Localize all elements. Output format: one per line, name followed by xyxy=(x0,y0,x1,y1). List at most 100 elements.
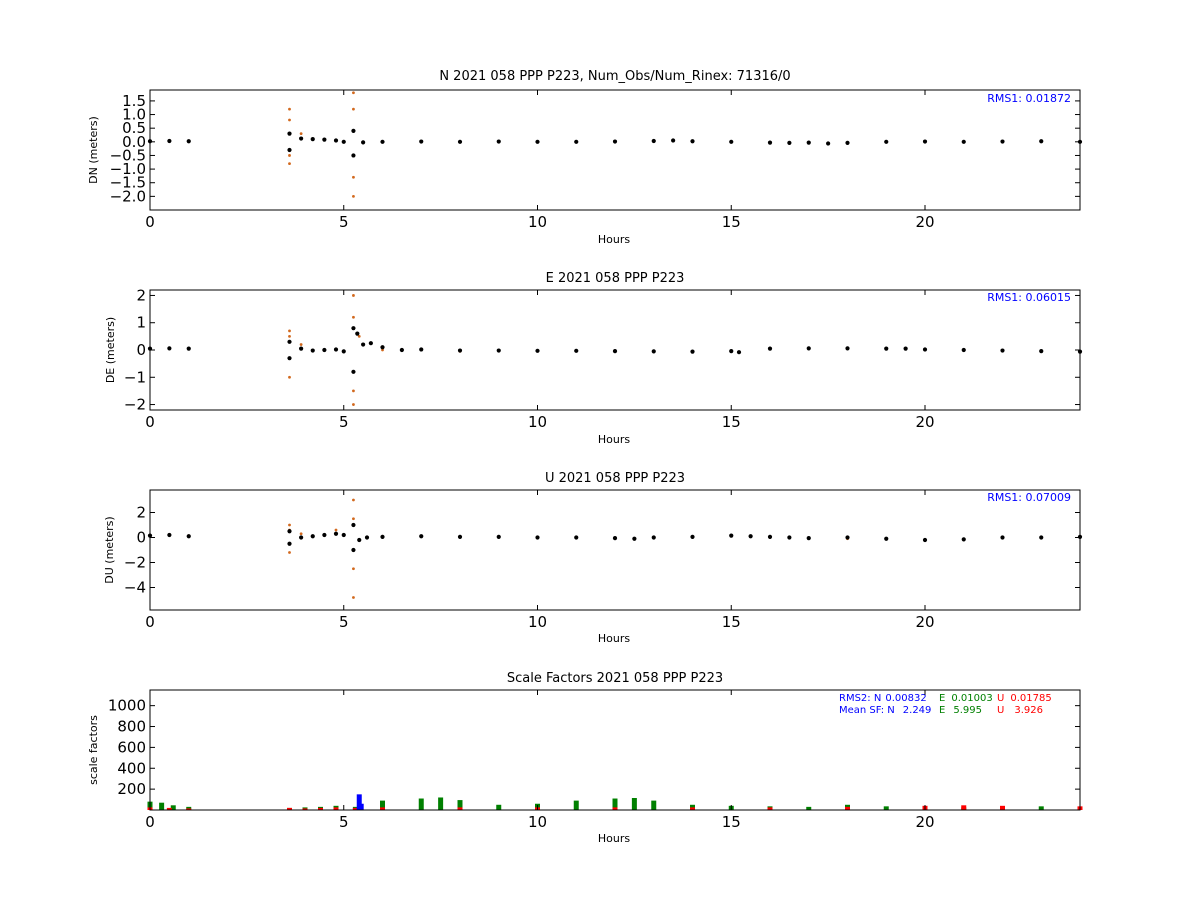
de-point xyxy=(357,334,361,338)
scale-factors-bar xyxy=(1000,805,1005,810)
scale-factors-ytick-label: 800 xyxy=(117,718,146,736)
de-point xyxy=(806,346,811,351)
du-point xyxy=(651,535,656,540)
scale-factors-bar xyxy=(287,807,292,810)
de-point xyxy=(961,347,966,353)
de-axes-frame xyxy=(149,289,1081,411)
sf-rms2-e: E 0.01003 xyxy=(939,693,993,704)
de-point xyxy=(287,356,292,361)
du-point xyxy=(186,534,191,539)
scale-factors-xtick-label: 10 xyxy=(528,813,547,831)
scale-factors-ytick-label: 400 xyxy=(117,759,146,777)
sf-rms2-u: U 0.01785 xyxy=(997,693,1052,704)
dn-ytick-label: −2.0 xyxy=(110,187,146,205)
du-xtick-label: 15 xyxy=(722,613,741,631)
du-point xyxy=(380,534,385,539)
sf-axes-frame xyxy=(149,689,1081,811)
de-point xyxy=(351,326,356,331)
du-point xyxy=(357,537,362,543)
dn-ytick-label: −1.0 xyxy=(110,160,146,178)
dn-point xyxy=(884,139,889,144)
de-rms-annotation: RMS1: 0.06015 xyxy=(987,291,1071,304)
dn-ticks: 0 5 10 15 20 1.51.00.50.0−0.5−1.0−1.5−2.0 xyxy=(110,90,1080,231)
de-ytick-label: −1 xyxy=(124,368,146,386)
du-point xyxy=(334,528,338,532)
dn-point xyxy=(288,107,291,111)
sf-mean-u: U 3.926 xyxy=(997,705,1043,716)
de-point xyxy=(341,349,346,354)
de-point xyxy=(352,294,355,297)
dn-point xyxy=(288,154,291,157)
de-point xyxy=(288,334,291,338)
dn-point xyxy=(288,118,291,122)
scale-factors-bar xyxy=(457,807,463,810)
dn-point xyxy=(961,139,966,144)
de-point xyxy=(288,329,291,333)
panel-de: E 2021 058 PPP P223 Hours DE (meters) RM… xyxy=(104,271,1083,446)
scale-factors-bar xyxy=(612,798,618,810)
dn-ylabel: DN (meters) xyxy=(87,116,100,184)
de-xtick-label: 5 xyxy=(339,413,349,431)
sf-rms2-n: RMS2: N 0.00832 xyxy=(839,693,927,704)
scale-factors-ytick-label: 200 xyxy=(117,780,146,798)
du-point xyxy=(364,535,370,540)
dn-xtick-label: 15 xyxy=(722,213,741,231)
de-point xyxy=(322,347,327,353)
scale-factors-bar xyxy=(631,798,637,810)
du-point xyxy=(299,535,304,540)
dn-point xyxy=(351,153,356,158)
du-point xyxy=(167,532,172,538)
de-point xyxy=(574,348,579,353)
du-ytick-label: 2 xyxy=(136,504,146,522)
du-point xyxy=(351,547,356,553)
sf-mean-e: E 5.995 xyxy=(939,705,982,716)
du-point xyxy=(352,498,355,502)
de-point xyxy=(457,348,463,353)
de-point xyxy=(288,375,291,379)
de-point xyxy=(299,343,303,346)
dn-xtick-label: 5 xyxy=(339,213,349,231)
de-point xyxy=(380,345,385,350)
scale-factors-xtick-label: 15 xyxy=(722,813,741,831)
panel-dn: N 2021 058 PPP P223, Num_Obs/Num_Rinex: … xyxy=(87,69,1083,246)
scale-factors-bar xyxy=(573,800,579,810)
du-point xyxy=(419,534,424,539)
de-point xyxy=(922,347,928,352)
dn-ytick-label: 0.5 xyxy=(122,119,146,137)
du-point xyxy=(333,531,339,536)
du-point xyxy=(748,534,753,539)
de-point xyxy=(1000,348,1005,353)
du-point xyxy=(922,537,928,543)
dn-xtick-label: 20 xyxy=(915,213,934,231)
de-point xyxy=(352,315,355,319)
dn-axes-frame xyxy=(149,89,1081,211)
du-xtick-label: 5 xyxy=(339,613,349,631)
scale-factors-xtick-label: 5 xyxy=(339,813,349,831)
de-point xyxy=(368,341,373,346)
scale-factors-ytick-label: 1000 xyxy=(108,697,146,715)
scale-factors-bar xyxy=(806,806,812,810)
du-ytick-label: −4 xyxy=(124,579,146,597)
dn-point xyxy=(333,138,339,143)
scale-factors-bar xyxy=(380,800,385,810)
panel-scale-factors: Scale Factors 2021 058 PPP P223 Hours sc… xyxy=(87,671,1083,845)
de-point xyxy=(351,369,356,374)
de-point xyxy=(352,403,355,406)
dn-point xyxy=(299,136,304,141)
dn-ytick-label: 0.0 xyxy=(122,133,146,151)
du-point xyxy=(299,532,303,536)
scale-factors-bar xyxy=(496,804,502,810)
du-point xyxy=(322,532,327,538)
du-point xyxy=(310,534,315,539)
sf-xlabel: Hours xyxy=(598,832,630,845)
dn-xlabel: Hours xyxy=(598,233,630,246)
dn-point xyxy=(767,140,773,145)
du-ylabel: DU (meters) xyxy=(103,516,116,583)
dn-point xyxy=(806,140,811,145)
sf-ticks: 0 5 10 15 20 1000 800 600 400 200 xyxy=(108,690,1080,831)
du-point xyxy=(288,551,291,554)
dn-point xyxy=(352,175,355,179)
du-axes-frame xyxy=(149,489,1081,611)
de-ytick-label: 0 xyxy=(136,341,146,359)
de-point xyxy=(287,339,292,344)
